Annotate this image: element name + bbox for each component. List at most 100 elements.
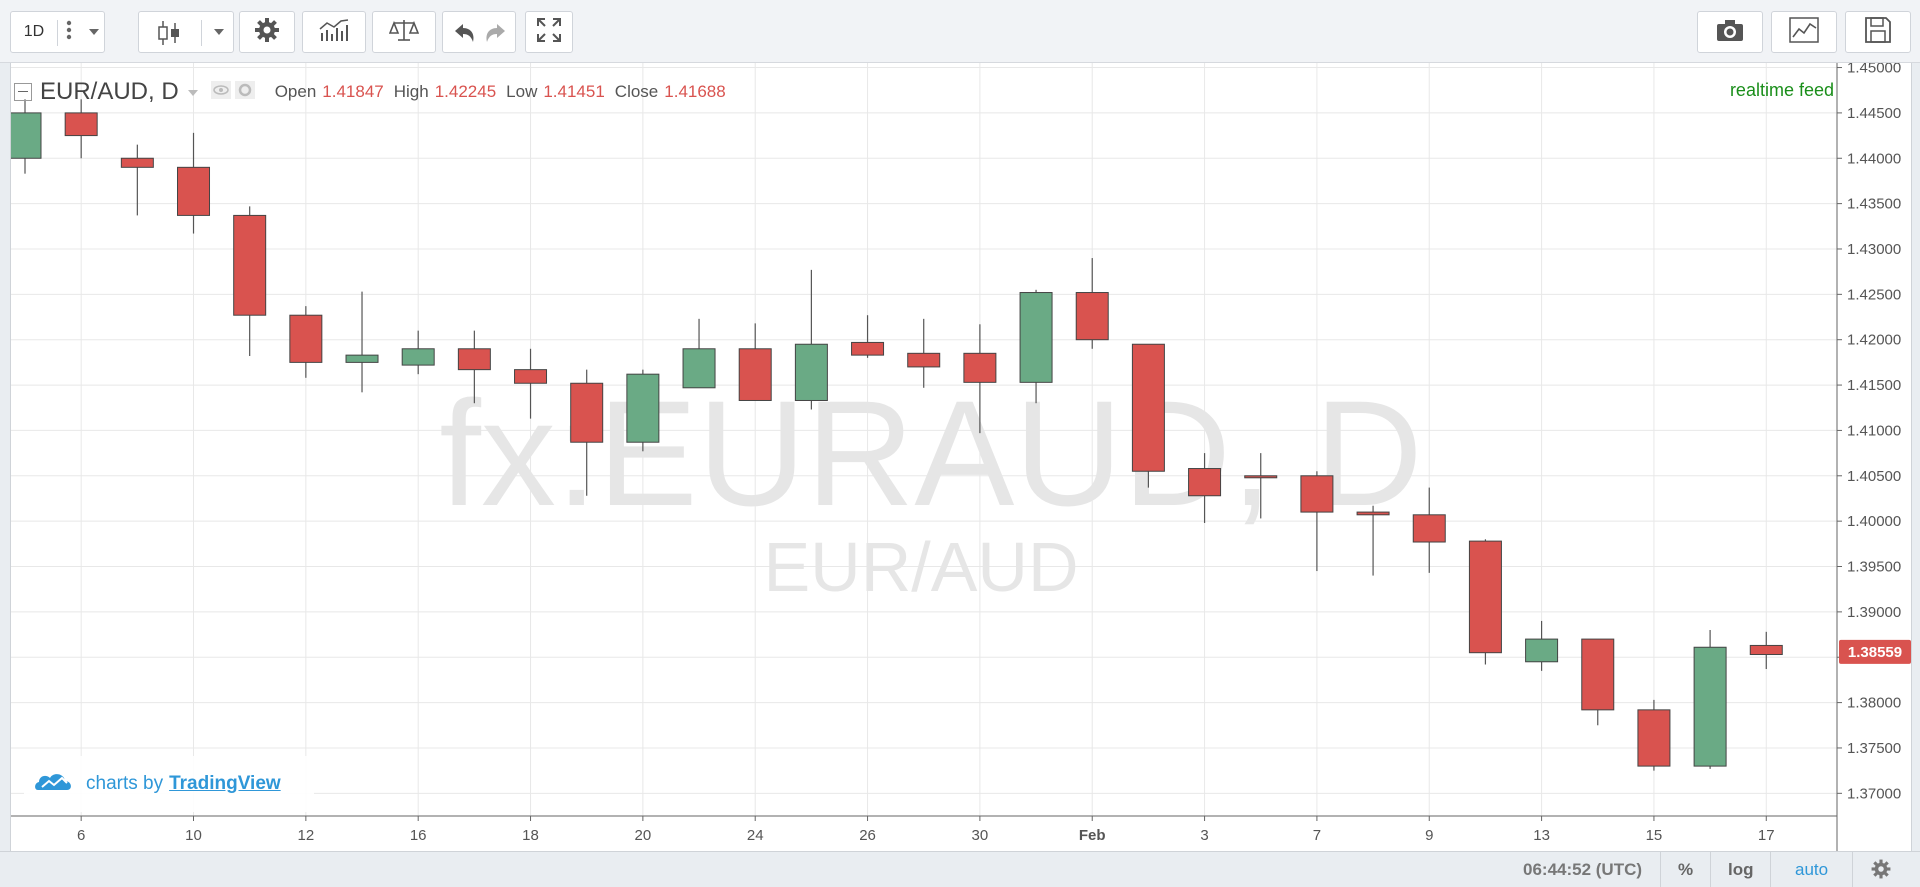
chart-grid (11, 63, 1837, 816)
candle-body (1188, 468, 1222, 497)
tradingview-link[interactable]: TradingView (169, 773, 281, 794)
candle-body (1468, 540, 1502, 654)
x-tick-label: 18 (522, 827, 539, 844)
log-toggle[interactable]: log (1728, 860, 1754, 879)
down-candle (907, 318, 941, 388)
candle-body (738, 348, 772, 401)
redo-icon[interactable] (483, 22, 509, 49)
y-tick-label: 1.41500 (1847, 377, 1901, 394)
candle-body (907, 352, 941, 368)
x-tick-label: 30 (972, 827, 989, 844)
watermark-pair: EUR/AUD (763, 528, 1078, 606)
candle-body (120, 157, 154, 168)
x-tick-label: 9 (1425, 827, 1433, 844)
y-tick-label: 1.41000 (1847, 422, 1901, 439)
down-candle (233, 206, 267, 357)
chevron-down-icon[interactable] (83, 23, 105, 41)
fullscreen-button[interactable] (525, 11, 573, 53)
x-tick-label: 10 (185, 827, 202, 844)
percent-toggle[interactable]: % (1678, 860, 1694, 879)
down-candle (1581, 638, 1615, 726)
down-candle (1749, 631, 1783, 670)
eye-icon[interactable] (210, 80, 231, 104)
gear-icon (253, 16, 281, 49)
gear-icon[interactable] (1870, 858, 1892, 885)
compare-button[interactable] (372, 11, 436, 53)
candle-body (1075, 292, 1109, 341)
y-tick-label: 1.38000 (1847, 695, 1901, 712)
close-label: Close (614, 82, 659, 101)
high-value: 1.42245 (434, 82, 497, 101)
compare-icon (388, 17, 420, 48)
low-label: Low (506, 82, 538, 101)
down-candle (457, 330, 491, 404)
save-button[interactable] (1845, 11, 1911, 53)
credit-prefix: charts by (86, 773, 164, 794)
open-label: Open (274, 82, 317, 101)
candle-body (401, 348, 435, 366)
collapse-icon[interactable] (14, 83, 32, 101)
y-tick-label: 1.43500 (1847, 196, 1901, 213)
last-price-badge (1839, 639, 1911, 664)
interval-button[interactable]: 1D (23, 23, 45, 40)
candle-body (289, 314, 323, 363)
candle-body (626, 373, 660, 443)
auto-toggle[interactable]: auto (1795, 860, 1829, 879)
low-value: 1.41451 (543, 82, 605, 101)
undo-icon[interactable] (451, 22, 477, 49)
up-candle (1693, 630, 1727, 769)
down-candle (1131, 343, 1165, 488)
settings-button[interactable] (239, 11, 295, 53)
realtime-feed-label: realtime feed (1729, 80, 1834, 100)
up-candle (345, 291, 379, 393)
chevron-down-icon[interactable] (187, 82, 199, 102)
candle-body (794, 343, 828, 401)
x-tick-label: 24 (747, 827, 764, 844)
candle-body (514, 369, 548, 384)
save-icon (1864, 16, 1892, 49)
down-candle (1637, 699, 1671, 771)
candlestick-icon[interactable] (147, 19, 191, 52)
candle-body (682, 348, 716, 389)
high-label: High (393, 82, 429, 101)
gear-icon[interactable] (234, 80, 255, 104)
candles (8, 99, 1783, 771)
indicators-button[interactable] (302, 11, 366, 53)
last-price-label: 1.38559 (1848, 644, 1902, 661)
x-tick-label: 3 (1200, 827, 1208, 844)
open-value: 1.41847 (322, 82, 384, 101)
y-axis: 1.45000 1.44500 1.44000 1.43500 1.43000 1.425… (1837, 60, 1901, 802)
y-tick-label: 1.44000 (1847, 150, 1901, 167)
up-candle (1525, 620, 1559, 671)
y-tick-label: 1.40500 (1847, 468, 1901, 485)
line-chart-icon (1789, 16, 1819, 48)
snapshot-button[interactable] (1697, 11, 1763, 53)
candle-body (64, 112, 98, 137)
chart-panel[interactable]: fx:EURAUD, D EUR/AUD 1.45000 1.44500 1.440… (8, 60, 1912, 851)
down-candle (570, 369, 604, 496)
up-candle (626, 369, 660, 452)
down-candle (1188, 453, 1222, 523)
x-tick-label: 26 (859, 827, 876, 844)
tradingview-credit[interactable]: charts by TradingView (24, 756, 314, 812)
x-axis: 6 10 12 16 18 20 24 26 30 Feb 3 7 9 13 15 17 (77, 816, 1775, 844)
chart-type-button[interactable] (1771, 11, 1837, 53)
x-tick-label: 7 (1313, 827, 1321, 844)
more-vertical-icon[interactable] (57, 20, 81, 45)
y-tick-label: 1.39500 (1847, 559, 1901, 576)
last-price-marker: 1.38559 (1839, 639, 1911, 664)
x-tick-label: 17 (1758, 827, 1775, 844)
symbol-title[interactable]: EUR/AUD, D (40, 78, 179, 105)
chart-style-group (138, 11, 234, 53)
candle-body (1412, 514, 1446, 543)
chevron-down-icon[interactable] (205, 23, 233, 41)
candle-body (1749, 644, 1783, 656)
down-candle (1075, 258, 1109, 349)
down-candle (1300, 471, 1334, 572)
bottom-bar: 06:44:52 (UTC) % log auto (0, 851, 1920, 887)
x-tick-label: 20 (635, 827, 652, 844)
candlestick-chart[interactable]: fx:EURAUD, D EUR/AUD 1.450001.445001.440… (8, 60, 1911, 851)
up-candle (8, 99, 42, 174)
down-candle (1468, 539, 1502, 665)
candle-body (8, 112, 42, 159)
